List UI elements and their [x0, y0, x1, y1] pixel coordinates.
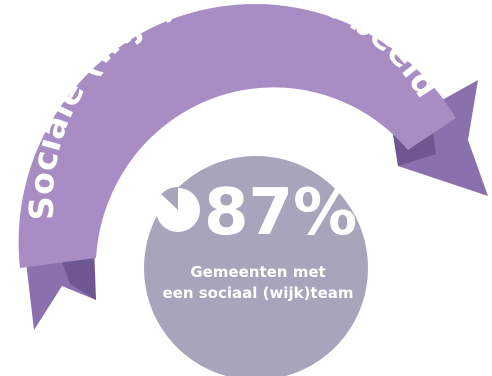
stat-circle [144, 156, 368, 376]
pie-chart-icon [156, 187, 200, 232]
stat-caption-line2: een sociaal (wijk)team [162, 284, 353, 302]
stat-caption-line1: Gemeenten met [190, 263, 325, 281]
ribbon-band [18, 4, 457, 269]
stat-value: 87% [204, 176, 357, 250]
